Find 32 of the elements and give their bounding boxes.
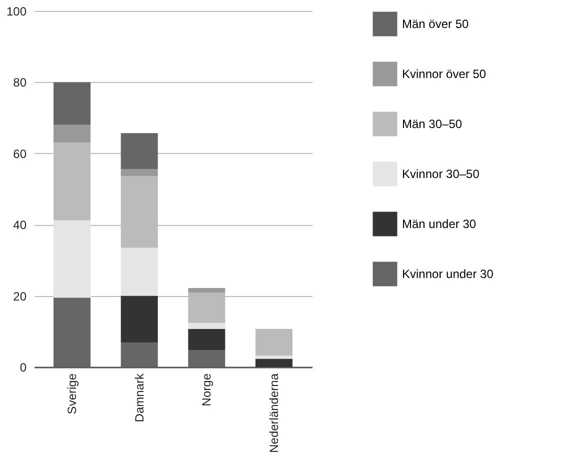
y-tick-label: 80: [13, 76, 27, 90]
bar: [188, 328, 226, 350]
bar: [120, 133, 158, 170]
bar: [54, 220, 91, 298]
bar: [188, 288, 226, 293]
bar: [120, 169, 158, 176]
legend-label: Män 30–50: [402, 117, 462, 131]
bar: [120, 248, 158, 296]
bar: [120, 342, 158, 367]
legend-label: Män över 50: [402, 17, 470, 31]
y-tick-label: 20: [13, 289, 27, 304]
x-tick-label: Nederländerna: [266, 373, 281, 453]
bar: [188, 322, 226, 329]
bar: [54, 82, 91, 125]
legend-label: Män under 30: [402, 217, 476, 231]
bar: [120, 296, 158, 343]
y-tick-label: 40: [13, 218, 27, 232]
bar: [255, 328, 292, 356]
bar: [255, 356, 292, 359]
bar: [54, 298, 91, 367]
bar: [188, 350, 226, 367]
y-tick-label: 60: [13, 146, 27, 161]
legend-label: Kvinnor under 30: [402, 267, 494, 281]
x-tick-label: Norge: [200, 373, 214, 406]
legend-label: Kvinnor 30–50: [402, 167, 480, 181]
y-tick-label: 100: [6, 4, 27, 18]
bar: [54, 124, 91, 143]
bar: [255, 358, 292, 367]
x-tick-label: Sverige: [65, 373, 80, 414]
x-tick-label: Damnark: [132, 372, 146, 422]
legend-label: Kvinnor över 50: [402, 67, 486, 81]
y-tick-label: 0: [20, 360, 27, 374]
